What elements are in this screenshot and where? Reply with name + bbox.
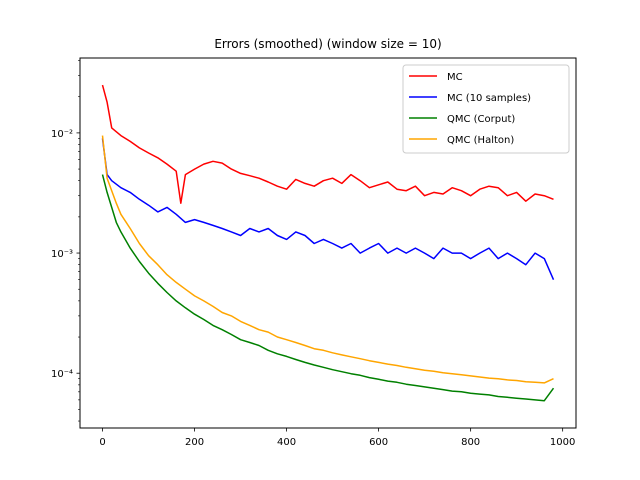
x-axis: 0 200 400 600 800 1000 (99, 428, 575, 448)
series-line-0 (101, 84, 554, 204)
x-tick-label: 800 (461, 437, 480, 448)
x-tick-label: 1000 (550, 437, 575, 448)
legend-label-2: QMC (Corput) (447, 114, 515, 125)
legend-label-3: QMC (Halton) (447, 135, 514, 146)
plot-frame (79, 57, 577, 429)
y-tick-label: 10⁻² (51, 129, 73, 140)
y-tick-label: 10⁻⁴ (51, 369, 73, 380)
x-tick-label: 0 (99, 437, 105, 448)
y-axis: 10⁻⁴ 10⁻³ 10⁻² (51, 60, 80, 422)
legend-label-0: MC (447, 72, 463, 83)
series-line-2 (101, 174, 555, 402)
chart-title: Errors (smoothed) (window size = 10) (214, 37, 441, 51)
series-layer (101, 84, 555, 402)
x-tick-label: 400 (277, 437, 296, 448)
legend: MC MC (10 samples) QMC (Corput) QMC (Halton… (402, 64, 570, 154)
legend-box (402, 64, 570, 154)
series-line-1 (101, 138, 555, 280)
x-tick-label: 600 (369, 437, 388, 448)
series-line-3 (101, 135, 554, 384)
legend-label-1: MC (10 samples) (447, 93, 531, 104)
y-tick-label: 10⁻³ (51, 249, 73, 260)
x-tick-label: 200 (185, 437, 204, 448)
